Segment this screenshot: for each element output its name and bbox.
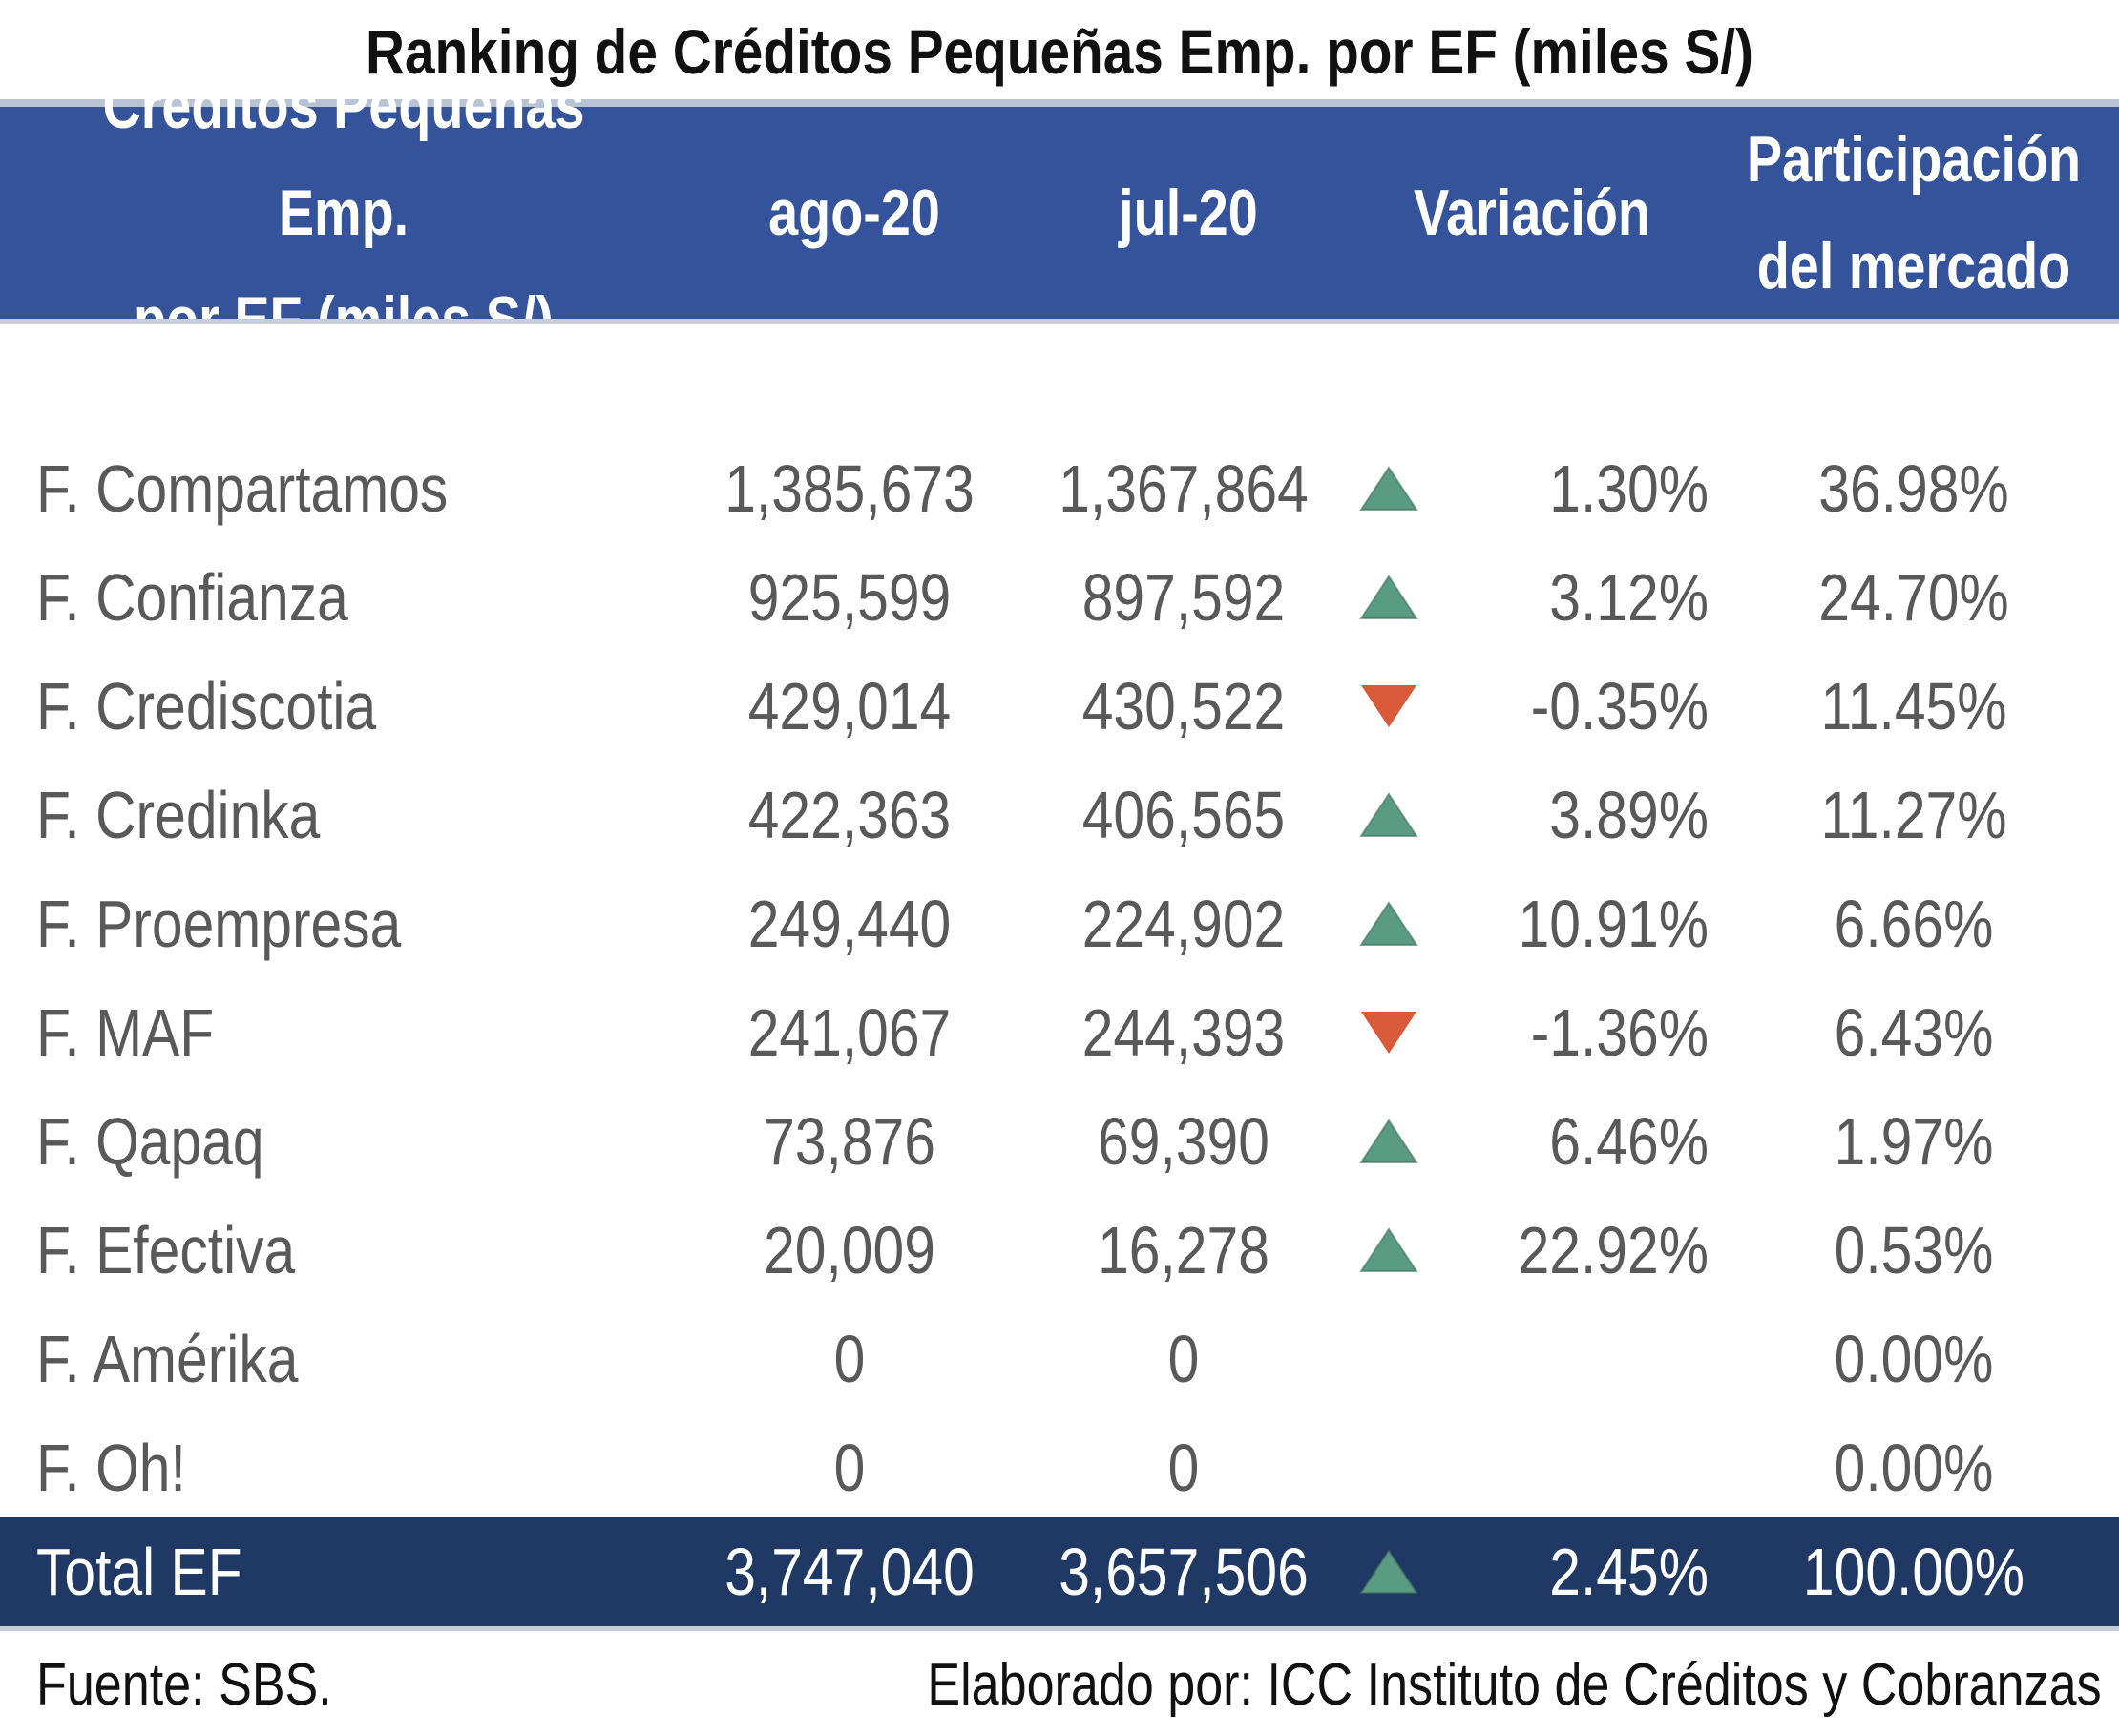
trend-icon	[1355, 1413, 1422, 1522]
market-share-value: 36.98%	[1818, 451, 2009, 526]
table-body: F. Compartamos 1,385,673 1,367,864 1.30%…	[0, 434, 2119, 1522]
table-row: F. Oh! 0 0 0.00%	[0, 1413, 2119, 1522]
market-share-value: 6.43%	[1834, 995, 1994, 1070]
triangle-up-icon	[1355, 1517, 1422, 1626]
entity-name: F. Oh!	[36, 1431, 186, 1505]
value-jul-20: 430,522	[1081, 669, 1286, 743]
triangle-up-icon	[1355, 869, 1422, 978]
table-row: F. Crediscotia 429,014 430,522 -0.35% 11…	[0, 652, 2119, 761]
entity-name: F. Efectiva	[36, 1213, 296, 1287]
credit-note: Elaborado por: ICC Instituto de Créditos…	[927, 1652, 2102, 1718]
header-divider	[0, 319, 2119, 324]
value-jul-20: 16,278	[1098, 1213, 1269, 1287]
variation-value: 3.89%	[1549, 778, 1709, 852]
table-row: F. Qapaq 73,876 69,390 6.46% 1.97%	[0, 1087, 2119, 1196]
variation-value: -1.36%	[1530, 995, 1709, 1070]
triangle-up-icon	[1355, 434, 1422, 543]
value-ago-20: 20,009	[764, 1213, 935, 1287]
total-ago-20: 3,747,040	[724, 1535, 975, 1609]
table-row: F. Compartamos 1,385,673 1,367,864 1.30%…	[0, 434, 2119, 543]
variation-value	[1476, 1305, 1709, 1413]
table-title: Ranking de Créditos Pequeñas Emp. por EF…	[366, 16, 1753, 87]
table-row: F. Confianza 925,599 897,592 3.12% 24.70…	[0, 543, 2119, 652]
triangle-up-icon	[1355, 543, 1422, 652]
variation-value: -0.35%	[1530, 669, 1709, 743]
entity-name: F. Compartamos	[36, 451, 449, 526]
value-jul-20: 244,393	[1081, 995, 1286, 1070]
market-share-value: 0.00%	[1834, 1431, 1994, 1505]
header-share-line1: Participación	[1746, 123, 2082, 196]
triangle-up-icon	[1355, 1087, 1422, 1196]
header-entity-line1: Créditos Pequeñas Emp.	[102, 70, 585, 249]
variation-value: 22.92%	[1518, 1213, 1709, 1287]
triangle-down-icon	[1355, 652, 1422, 761]
market-share-value: 11.27%	[1820, 778, 2007, 852]
entity-name: F. Confianza	[36, 560, 348, 635]
value-jul-20: 406,565	[1081, 778, 1286, 852]
table-row: F. Amérika 0 0 0.00%	[0, 1305, 2119, 1413]
table-row: F. Proempresa 249,440 224,902 10.91% 6.6…	[0, 869, 2119, 978]
entity-name: F. Credinka	[36, 778, 321, 852]
table-header: Créditos Pequeñas Emp. por EF (miles S/)…	[0, 70, 2119, 356]
table-row: F. MAF 241,067 244,393 -1.36% 6.43%	[0, 978, 2119, 1087]
table-row: F. Credinka 422,363 406,565 3.89% 11.27%	[0, 761, 2119, 869]
triangle-up-icon	[1355, 761, 1422, 869]
header-market-share: Participación del mercado	[1746, 107, 2083, 319]
market-share-value: 1.97%	[1834, 1104, 1994, 1179]
value-ago-20: 0	[833, 1322, 866, 1396]
value-jul-20: 69,390	[1098, 1104, 1269, 1179]
value-jul-20: 0	[1167, 1431, 1200, 1505]
entity-name: F. Amérika	[36, 1322, 299, 1396]
header-jul-20: jul-20	[1119, 177, 1258, 249]
market-share-value: 24.70%	[1818, 560, 2009, 635]
total-divider	[0, 1626, 2119, 1631]
value-jul-20: 897,592	[1081, 560, 1286, 635]
variation-value: 6.46%	[1549, 1104, 1709, 1179]
value-ago-20: 0	[833, 1431, 866, 1505]
value-jul-20: 0	[1167, 1322, 1200, 1396]
triangle-down-icon	[1355, 978, 1422, 1087]
total-variation: 2.45%	[1549, 1535, 1709, 1609]
triangle-up-icon	[1355, 1196, 1422, 1305]
market-share-value: 6.66%	[1834, 887, 1994, 961]
market-share-value: 11.45%	[1820, 669, 2007, 743]
variation-value: 10.91%	[1518, 887, 1709, 961]
variation-value: 1.30%	[1549, 451, 1709, 526]
total-row: Total EF 3,747,040 3,657,506 2.45% 100.0…	[0, 1517, 2119, 1626]
value-ago-20: 422,363	[747, 778, 952, 852]
total-label: Total EF	[36, 1535, 242, 1609]
header-share-line2: del mercado	[1756, 230, 2071, 303]
value-ago-20: 241,067	[747, 995, 952, 1070]
value-jul-20: 224,902	[1081, 887, 1286, 961]
value-ago-20: 925,599	[747, 560, 952, 635]
market-share-value: 0.00%	[1834, 1322, 1994, 1396]
variation-value: 3.12%	[1549, 560, 1709, 635]
value-jul-20: 1,367,864	[1059, 451, 1309, 526]
title-divider	[0, 99, 2119, 107]
header-entity: Créditos Pequeñas Emp. por EF (miles S/)	[62, 70, 625, 356]
value-ago-20: 73,876	[764, 1104, 935, 1179]
source-note: Fuente: SBS.	[36, 1652, 332, 1718]
total-jul-20: 3,657,506	[1059, 1535, 1309, 1609]
variation-value	[1476, 1413, 1709, 1522]
value-ago-20: 249,440	[747, 887, 952, 961]
value-ago-20: 429,014	[747, 669, 952, 743]
entity-name: F. Crediscotia	[36, 669, 377, 743]
entity-name: F. MAF	[36, 995, 215, 1070]
value-ago-20: 1,385,673	[724, 451, 975, 526]
header-variation: Variación	[1414, 177, 1650, 249]
trend-icon	[1355, 1305, 1422, 1413]
entity-name: F. Qapaq	[36, 1104, 264, 1179]
entity-name: F. Proempresa	[36, 887, 402, 961]
header-ago-20: ago-20	[768, 177, 940, 249]
table-row: F. Efectiva 20,009 16,278 22.92% 0.53%	[0, 1196, 2119, 1305]
market-share-value: 0.53%	[1834, 1213, 1994, 1287]
total-market-share: 100.00%	[1802, 1535, 2025, 1609]
